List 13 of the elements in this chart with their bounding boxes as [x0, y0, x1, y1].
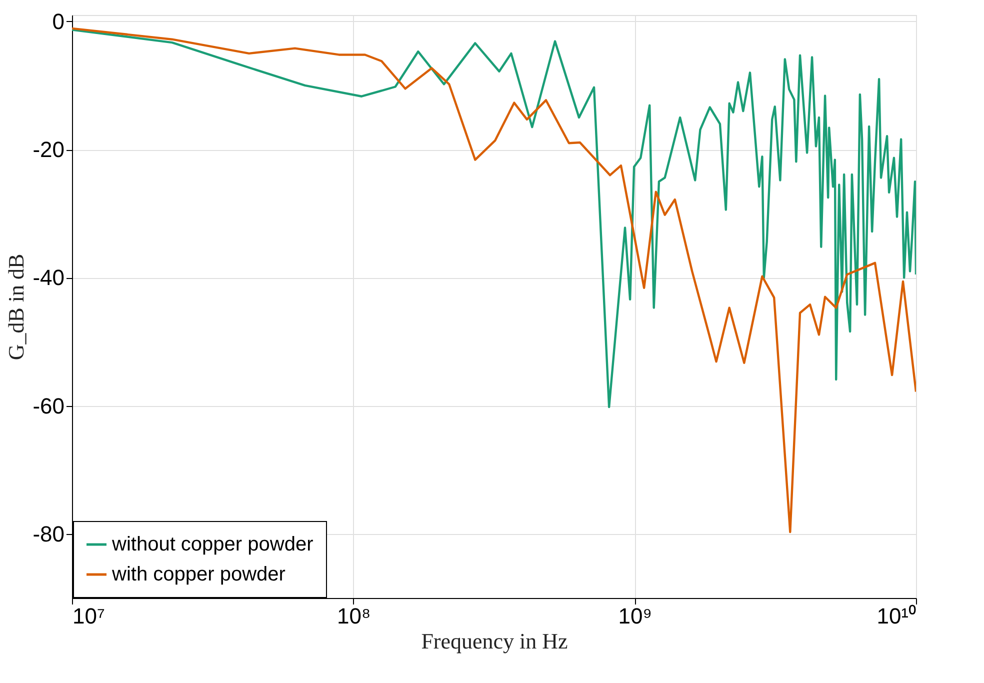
legend-label: with copper powder	[111, 564, 286, 586]
x-axis-title: Frequency in Hz	[421, 628, 568, 654]
x-tick-label: 10⁹	[618, 604, 652, 628]
x-tick-label: 10⁷	[72, 604, 105, 628]
y-tick-label: -40	[32, 265, 64, 290]
y-tick-label: -20	[32, 137, 64, 162]
legend-label: without copper powder	[111, 534, 314, 556]
x-tick-label: 10⁸	[336, 604, 371, 628]
x-tick-label: 10¹⁰	[876, 604, 916, 628]
y-tick-label: -80	[32, 521, 64, 546]
y-tick-label: 0	[52, 8, 64, 34]
y-axis-title: G_dB in dB	[4, 254, 29, 360]
y-tick-label: -60	[32, 393, 64, 418]
